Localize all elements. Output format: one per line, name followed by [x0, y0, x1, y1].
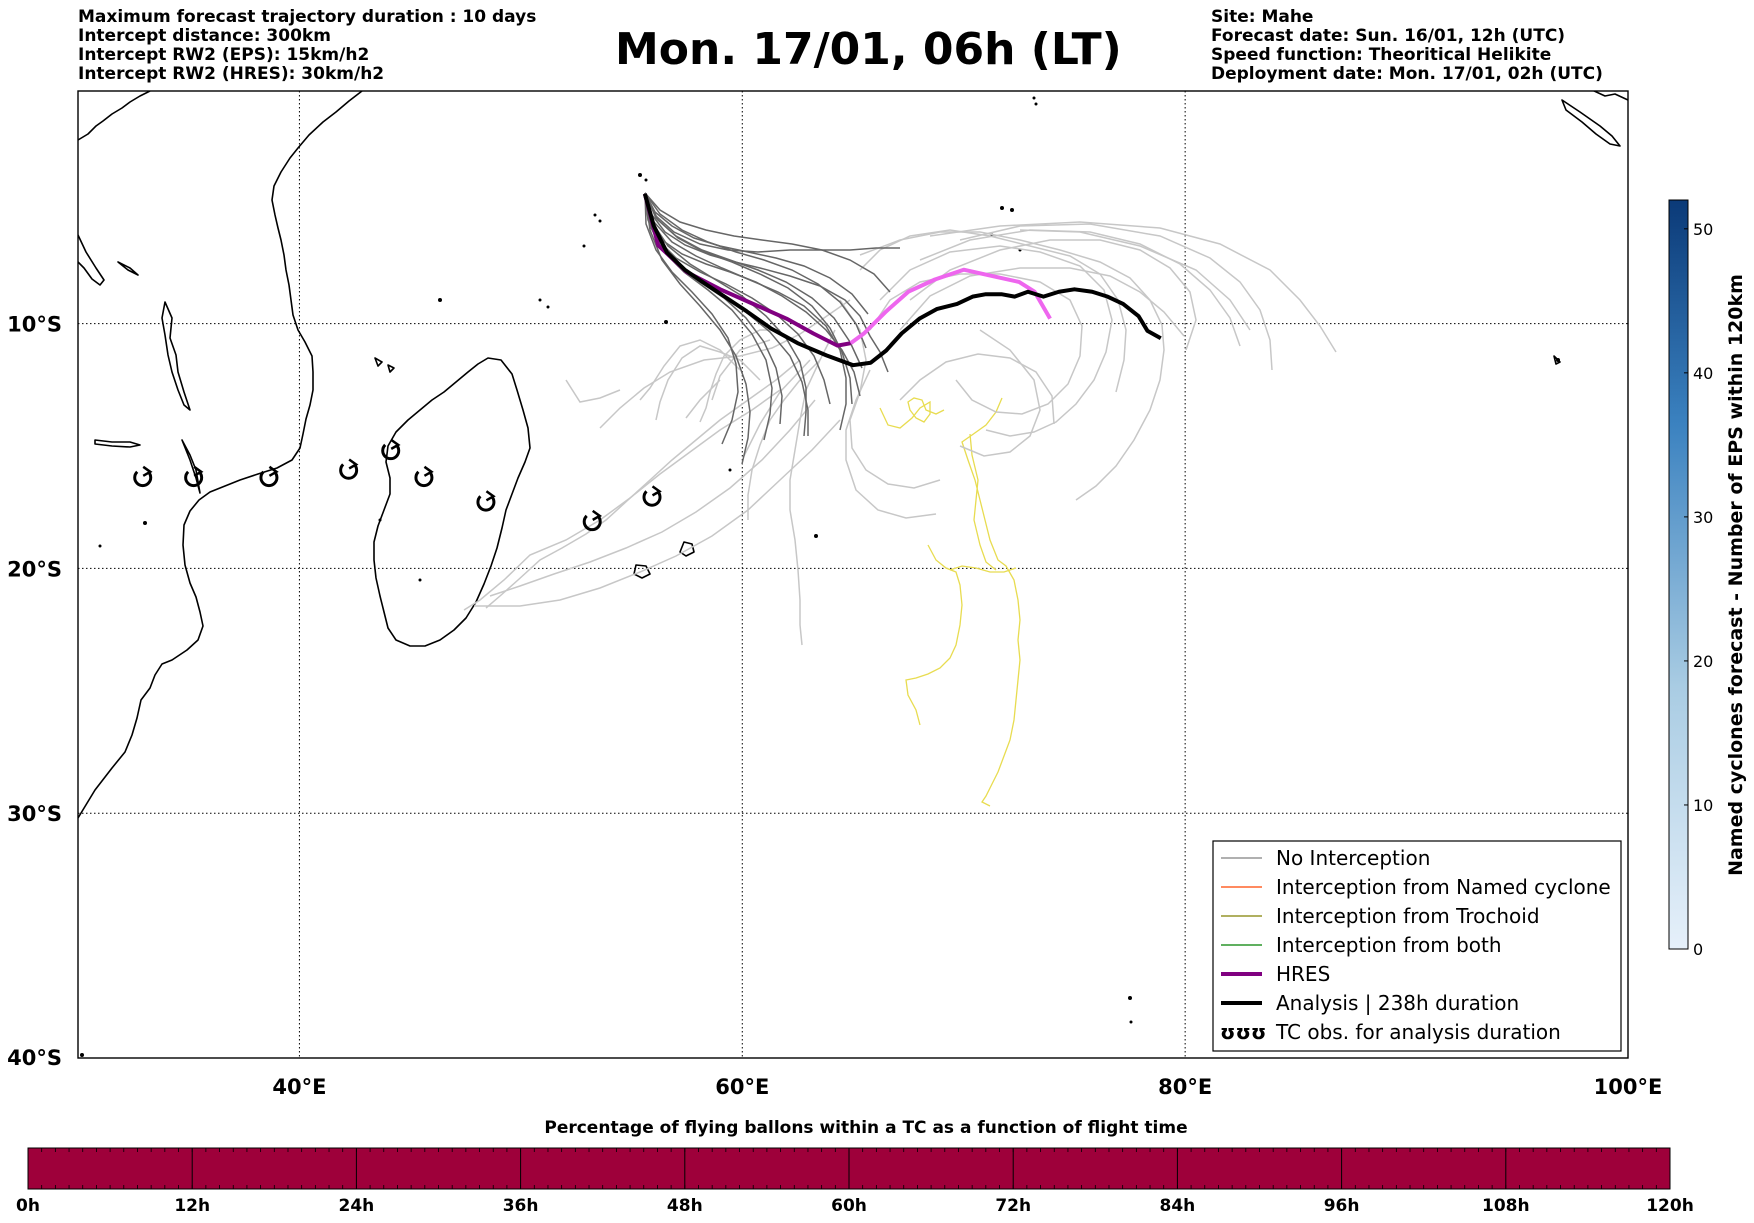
percentage-bar-tick-label: 108h	[1482, 1196, 1530, 1216]
colorbar-tick-label: 30	[1693, 508, 1713, 527]
tc-obs-icon	[259, 465, 279, 488]
percentage-bar-title: Percentage of flying ballons within a TC…	[544, 1118, 1187, 1138]
tc-obs-icon	[133, 465, 153, 488]
info-line: Site: Mahe	[1211, 7, 1314, 27]
hres-track-late	[849, 267, 1052, 345]
lon-tick-label: 100°E	[1594, 1075, 1663, 1099]
percentage-bar-tick-label: 84h	[1160, 1196, 1196, 1216]
percentage-bar-tick-label: 72h	[995, 1196, 1031, 1216]
graticule	[78, 91, 1628, 1058]
legend-symbol-tc-obs: ʊʊʊ	[1220, 1020, 1266, 1044]
colorbar-tick-label: 40	[1693, 364, 1713, 383]
colorbar-label: Named cyclones forecast - Number of EPS …	[1725, 274, 1747, 876]
tc-obs-icon	[339, 458, 359, 480]
eps-colorbar: 0 10 20 30 40 50 Named cyclones forecast - Nu…	[1668, 199, 1747, 959]
coastline	[78, 91, 1628, 819]
lat-tick-label: 40°S	[7, 1046, 62, 1070]
tc-obs-icon	[642, 485, 662, 507]
lon-tick-label: 40°E	[272, 1075, 326, 1099]
percentage-bar: Percentage of flying ballons within a TC…	[16, 1118, 1694, 1216]
site-info: Site: Mahe Forecast date: Sun. 16/01, 12…	[1211, 8, 1603, 84]
tc-obs-icon	[381, 438, 401, 461]
analysis-track-line	[642, 193, 1162, 368]
legend-label-both: Interception from both	[1276, 933, 1502, 957]
info-line: Speed function: Theoritical Helikite	[1211, 45, 1552, 65]
colorbar-gradient	[1668, 199, 1689, 950]
percentage-bar-ticks: 0h 12h 24h 36h 48h 60h 72h 84h 96h 108h 120h	[16, 1148, 1694, 1216]
colorbar-tick-label: 50	[1693, 220, 1713, 239]
lat-tick-label: 20°S	[7, 557, 62, 581]
lon-tick-label: 80°E	[1158, 1075, 1212, 1099]
eps-tracks-early	[644, 192, 900, 465]
percentage-bar-tick-label: 36h	[503, 1196, 539, 1216]
legend-label-trochoid: Interception from Trochoid	[1276, 904, 1540, 928]
lat-tick-labels: 10°S 20°S 30°S 40°S	[7, 313, 62, 1070]
info-line: Intercept RW2 (HRES): 30km/h2	[78, 64, 385, 84]
analysis-track	[642, 193, 1162, 368]
percentage-bar-tick-label: 96h	[1324, 1196, 1360, 1216]
legend-box	[1212, 840, 1622, 1052]
legend: No Interception Interception from Named …	[1212, 840, 1622, 1052]
lat-tick-label: 10°S	[7, 313, 62, 337]
percentage-bar-tick-label: 0h	[16, 1196, 40, 1216]
percentage-bar-tick-label: 12h	[174, 1196, 210, 1216]
lon-tick-label: 60°E	[715, 1075, 769, 1099]
colorbar-ticks: 0 10 20 30 40 50	[1684, 220, 1713, 959]
lon-tick-labels: 40°E 60°E 80°E 100°E	[272, 1075, 1662, 1099]
tc-obs-icon	[582, 509, 603, 532]
percentage-bar-tick-label: 48h	[667, 1196, 703, 1216]
tc-obs-markers	[133, 438, 662, 532]
info-line: Forecast date: Sun. 16/01, 12h (UTC)	[1211, 26, 1566, 46]
colorbar-tick-label: 10	[1693, 796, 1713, 815]
legend-label-hres: HRES	[1276, 962, 1330, 986]
legend-label-analysis: Analysis | 238h duration	[1276, 991, 1519, 1015]
percentage-bar-tick-label: 60h	[831, 1196, 867, 1216]
info-line: Intercept distance: 300km	[78, 26, 331, 46]
info-line: Maximum forecast trajectory duration : 1…	[78, 7, 537, 27]
info-line: Intercept RW2 (EPS): 15km/h2	[78, 45, 370, 65]
info-line: Deployment date: Mon. 17/01, 02h (UTC)	[1211, 64, 1603, 84]
page-title: Mon. 17/01, 06h (LT)	[615, 24, 1122, 75]
colorbar-tick-label: 0	[1693, 940, 1703, 959]
legend-label-named-cyclone: Interception from Named cyclone	[1276, 875, 1611, 899]
island-dots	[80, 96, 1560, 1057]
tc-obs-icon	[414, 465, 434, 488]
lat-tick-label: 30°S	[7, 802, 62, 826]
percentage-bar-tick-label: 24h	[339, 1196, 375, 1216]
percentage-bar-tick-label: 120h	[1646, 1196, 1694, 1216]
forecast-settings: Maximum forecast trajectory duration : 1…	[78, 8, 536, 84]
colorbar-tick-label: 20	[1693, 652, 1713, 671]
legend-label-tc-obs: TC obs. for analysis duration	[1275, 1020, 1561, 1044]
tc-obs-icon	[184, 465, 204, 488]
tc-obs-icon	[476, 490, 496, 512]
legend-label-no-interception: No Interception	[1276, 846, 1430, 870]
